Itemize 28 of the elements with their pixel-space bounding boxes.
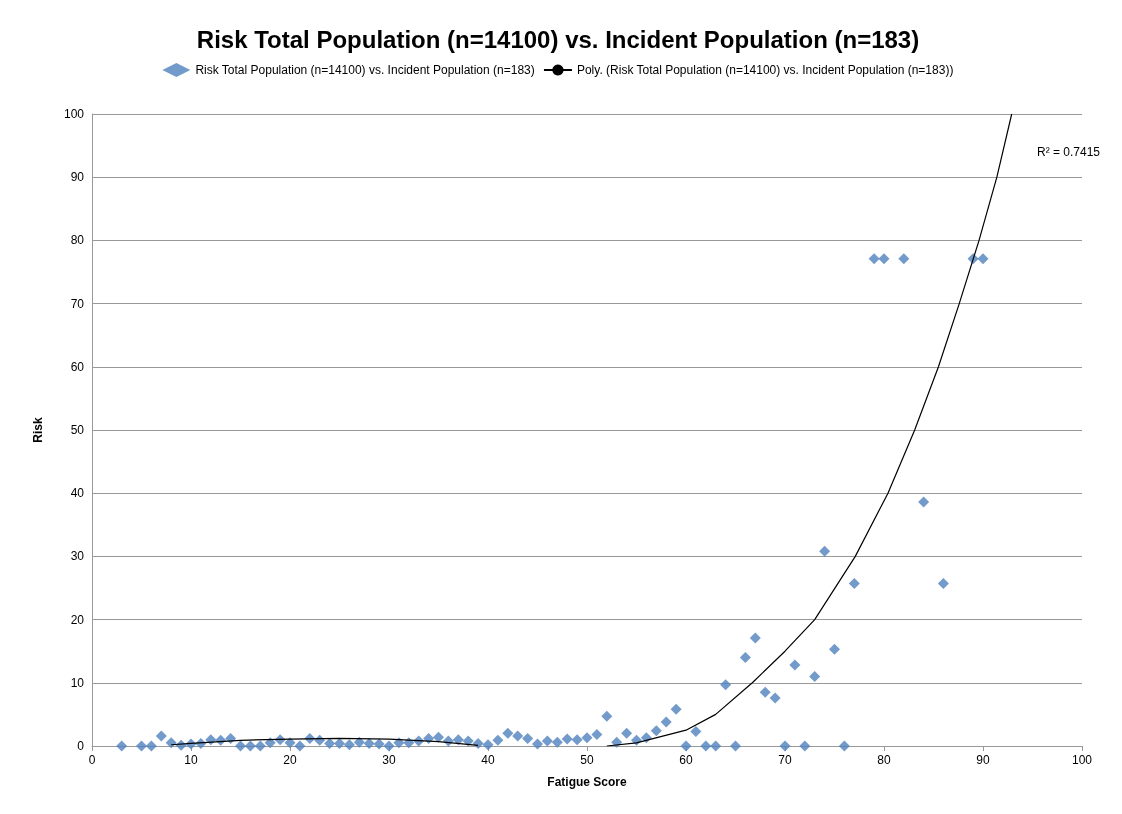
x-tick-label: 90	[976, 753, 990, 767]
annotation: R² = 0.7415	[1036, 145, 1101, 159]
y-tick-label: 10	[70, 675, 85, 690]
y-tick-label: 70	[70, 296, 85, 311]
y-axis-title: Risk	[31, 417, 45, 443]
chart-title: Risk Total Population (n=14100) vs. Incident Population (n=183)	[196, 25, 920, 53]
x-tick-label: 10	[184, 753, 198, 767]
x-tick-label: 100	[1071, 753, 1093, 767]
x-tick-label: 80	[877, 753, 891, 767]
x-tick-label: 0	[88, 753, 96, 767]
y-tick-label: 50	[70, 423, 85, 437]
legend-label: Poly. (Risk Total Population (n=14100) vs. Incident Population (n=183))	[576, 63, 954, 77]
x-tick-label: 70	[778, 753, 792, 767]
y-tick-label: 20	[70, 612, 85, 627]
x-tick-label: 20	[283, 753, 297, 767]
x-tick-label: 50	[580, 753, 594, 767]
y-tick-label: 30	[70, 549, 85, 564]
legend-label: Risk Total Population (n=14100) vs. Incident Population (n=183)	[195, 63, 535, 77]
x-axis-title: Fatigue Score	[547, 775, 627, 789]
y-tick-label: 0	[77, 739, 85, 753]
y-tick-label: 60	[70, 359, 85, 374]
y-tick-label: 80	[70, 233, 85, 248]
y-tick-label: 40	[70, 486, 85, 501]
y-tick-label: 100	[63, 107, 85, 121]
x-tick-label: 40	[481, 753, 495, 767]
x-tick-label: 30	[382, 753, 396, 767]
x-tick-label: 60	[679, 753, 693, 767]
y-tick-label: 90	[70, 170, 85, 185]
